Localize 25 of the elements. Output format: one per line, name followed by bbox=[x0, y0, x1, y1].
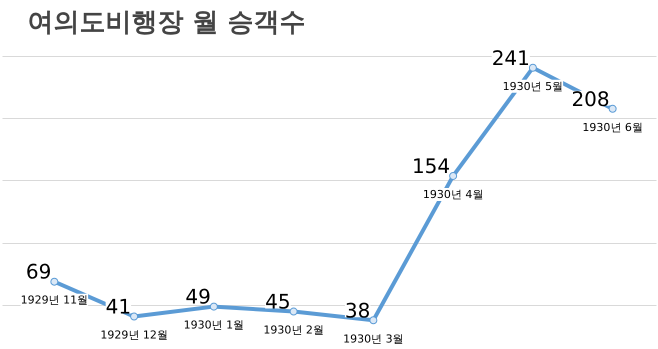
data-label: 38 bbox=[344, 298, 370, 322]
point bbox=[210, 302, 218, 311]
data-label: 69 bbox=[26, 260, 52, 284]
x-tick-label: 1930년 6월 bbox=[582, 120, 643, 134]
x-tick-label: 1930년 3월 bbox=[343, 332, 404, 346]
data-label: 45 bbox=[265, 290, 291, 314]
point bbox=[290, 308, 298, 316]
x-tick-label: 1929년 12월 bbox=[100, 328, 168, 342]
data-label: 49 bbox=[185, 284, 211, 309]
x-tick-label: 1930년 5월 bbox=[502, 80, 564, 93]
x-tick-label: 1930년 1월 bbox=[184, 318, 244, 332]
chart-title: 여의도비행장 월 승객수 bbox=[28, 8, 306, 38]
data-label: 41 bbox=[106, 294, 132, 319]
point bbox=[369, 316, 378, 324]
data-label: 241 bbox=[492, 46, 530, 70]
x-tick-label: 1930년 2월 bbox=[263, 324, 324, 337]
point bbox=[608, 104, 617, 113]
x-tick-label: 1929년 11월 bbox=[20, 294, 88, 307]
data-label: 154 bbox=[412, 154, 450, 178]
point bbox=[130, 312, 138, 321]
point bbox=[528, 64, 537, 72]
point bbox=[449, 172, 458, 180]
data-label: 208 bbox=[571, 86, 610, 111]
x-tick-label: 1930년 4월 bbox=[422, 188, 484, 201]
point bbox=[50, 278, 58, 286]
